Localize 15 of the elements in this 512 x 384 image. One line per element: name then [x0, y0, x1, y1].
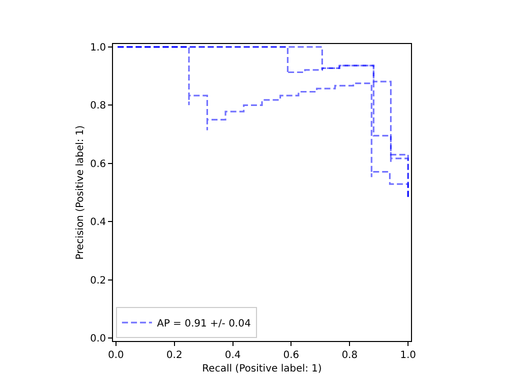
- y-tick-label: 0.6: [90, 158, 106, 170]
- y-tick-label: 0.8: [90, 100, 106, 112]
- x-tick-label: 0.6: [283, 350, 300, 361]
- legend-label: AP = 0.91 +/- 0.04: [156, 318, 251, 330]
- x-tick-label: 0.8: [342, 350, 358, 361]
- y-tick-label: 0.0: [90, 334, 106, 345]
- x-tick-label: 0.2: [166, 350, 182, 361]
- y-tick-label: 0.4: [90, 217, 106, 228]
- x-axis-title: Recall (Positive label: 1): [202, 364, 322, 374]
- y-tick-label: 1.0: [90, 42, 106, 54]
- x-tick-label: 0.4: [224, 350, 241, 361]
- y-tick-label: 0.2: [90, 275, 106, 286]
- x-tick-label: 1.0: [400, 350, 416, 361]
- x-tick-label: 0.0: [108, 350, 124, 361]
- y-axis-title: Precision (Positive label: 1): [75, 125, 86, 260]
